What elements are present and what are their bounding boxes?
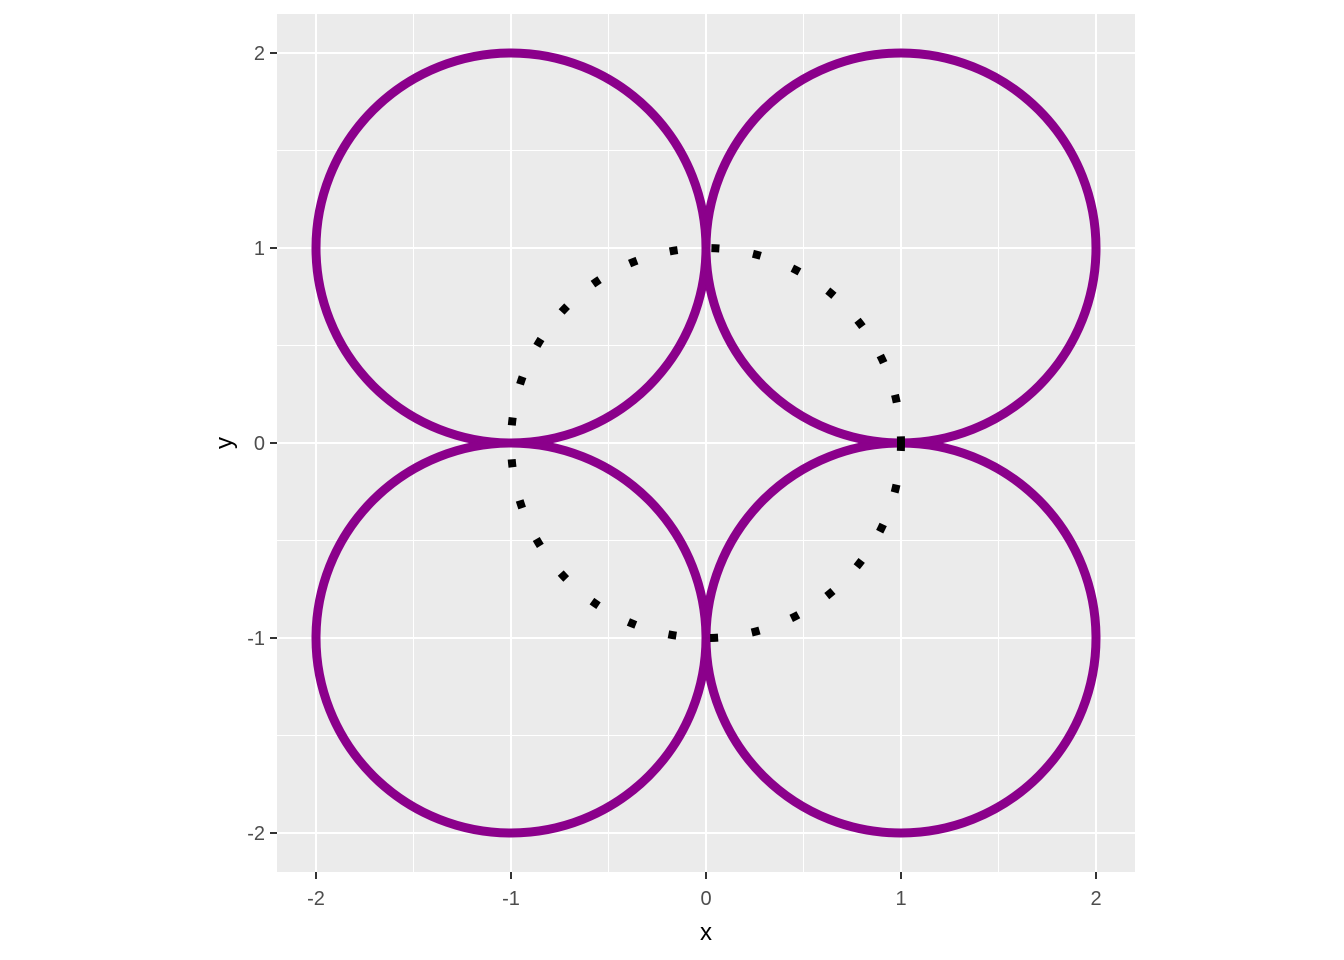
- series-group: [311, 48, 1101, 838]
- x-tick-label: -2: [307, 888, 325, 910]
- x-tick-label: 2: [1090, 888, 1101, 910]
- y-tick-label: -1: [247, 628, 265, 650]
- x-axis: -2 -1 0 1 2: [307, 872, 1102, 910]
- x-tick-label: 1: [895, 888, 906, 910]
- y-tick-label: -2: [247, 823, 265, 845]
- y-axis: -2 -1 0 1 2: [247, 43, 277, 845]
- y-tick-label: 2: [254, 43, 265, 65]
- x-axis-title: x: [700, 919, 712, 946]
- y-axis-title: y: [211, 437, 238, 449]
- x-tick-label: 0: [700, 888, 711, 910]
- y-tick-label: 1: [254, 238, 265, 260]
- dotted-circle-series: [507, 244, 905, 642]
- y-tick-label: 0: [254, 433, 265, 455]
- x-tick-label: -1: [502, 888, 520, 910]
